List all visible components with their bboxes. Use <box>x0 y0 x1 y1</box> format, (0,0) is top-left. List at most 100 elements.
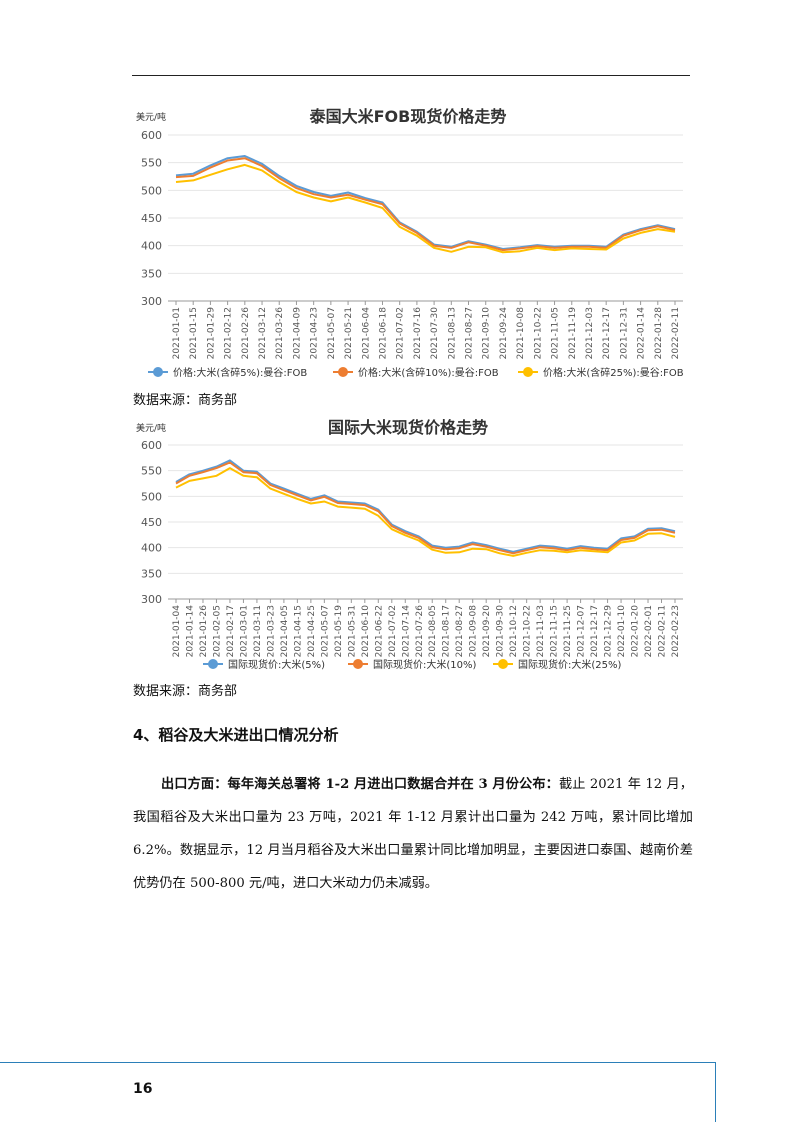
legend-item-2: 价格:大米(含碎10%):曼谷:FOB <box>333 366 499 379</box>
x-tick-label: 2021-11-19 <box>568 307 578 360</box>
legend-item-1: 国际现货价:大米(5%) <box>203 658 325 671</box>
x-tick-label: 2021-10-22 <box>533 307 543 359</box>
x-tick-label: 2021-08-27 <box>465 307 475 359</box>
x-tick-label: 2021-01-29 <box>206 307 216 360</box>
top-rule <box>132 75 690 76</box>
y-tick-label: 300 <box>141 593 162 606</box>
x-tick-label: 2021-01-01 <box>172 307 182 359</box>
legend-swatch-dot <box>498 659 508 669</box>
legend-swatch-dot <box>523 367 533 377</box>
x-tick-label: 2021-05-19 <box>334 605 344 658</box>
x-tick-label: 2021-07-16 <box>413 307 423 360</box>
series-line-1 <box>175 155 676 250</box>
legend-item-3: 国际现货价:大米(25%) <box>493 658 621 671</box>
x-tick-label: 2021-12-03 <box>585 307 595 359</box>
series-line-2 <box>175 157 676 252</box>
x-tick-label: 2021-05-07 <box>320 605 330 657</box>
x-tick-label: 2021-09-08 <box>469 605 479 658</box>
page-number: 16 <box>133 1081 153 1097</box>
y-tick-label: 350 <box>141 567 162 580</box>
legend-item-2: 国际现货价:大米(10%) <box>348 658 476 671</box>
x-tick-label: 2021-10-12 <box>509 605 519 657</box>
x-tick-label: 2022-01-28 <box>654 307 664 360</box>
legend-label: 国际现货价:大米(25%) <box>518 658 621 671</box>
x-tick-label: 2021-06-18 <box>378 307 388 360</box>
x-tick-label: 2021-01-04 <box>172 605 182 658</box>
x-tick-label: 2021-11-03 <box>536 605 546 657</box>
y-tick-label: 450 <box>141 516 162 529</box>
x-tick-label: 2021-01-14 <box>185 605 195 658</box>
source-note-1: 数据来源：商务部 <box>133 393 238 408</box>
chart-title: 国际大米现货价格走势 <box>328 418 488 437</box>
y-tick-label: 550 <box>141 157 162 170</box>
source-note-2: 数据来源：商务部 <box>133 684 238 699</box>
x-tick-label: 2021-04-15 <box>293 605 303 657</box>
series-line-3 <box>175 467 676 557</box>
chart-thailand-fob: 泰国大米FOB现货价格走势 美元/吨 300 350 400 450 500 550 600 20… <box>118 100 698 385</box>
x-tick-label: 2021-02-26 <box>241 307 251 360</box>
legend-label: 价格:大米(含碎5%):曼谷:FOB <box>173 366 307 379</box>
chart-thailand-fob-svg: 泰国大米FOB现货价格走势 美元/吨 300 350 400 450 500 550 600 20… <box>136 107 684 379</box>
y-tick-label: 550 <box>141 465 162 478</box>
series-line-1 <box>175 459 676 553</box>
x-tick-label: 2021-09-20 <box>482 605 492 658</box>
x-tick-label: 2021-11-25 <box>563 605 573 657</box>
y-tick-label: 350 <box>141 267 162 280</box>
x-tick-label: 2021-08-05 <box>428 605 438 657</box>
x-tick-label: 2021-04-09 <box>292 307 302 360</box>
y-tick-label: 600 <box>141 439 162 452</box>
legend-item-1: 价格:大米(含碎5%):曼谷:FOB <box>148 366 307 379</box>
x-tick-label: 2021-05-07 <box>327 307 337 359</box>
x-tick-label: 2022-02-11 <box>658 605 668 657</box>
chart-international-svg: 国际大米现货价格走势 美元/吨 300 350 400 450 500 550 600 2021-… <box>136 418 683 671</box>
series-line-2 <box>175 461 676 555</box>
x-tick-label: 2022-02-23 <box>671 605 681 657</box>
x-tick-label: 2022-02-11 <box>671 307 681 359</box>
x-tick-label: 2021-06-04 <box>361 307 371 360</box>
x-tick-label: 2022-01-14 <box>637 307 647 360</box>
legend-swatch-dot <box>338 367 348 377</box>
x-tick-label: 2021-07-14 <box>401 605 411 658</box>
y-tick-label: 450 <box>141 212 162 225</box>
x-tick-label: 2021-04-05 <box>280 605 290 657</box>
footer-rule-vertical <box>715 1062 716 1122</box>
export-paragraph: 出口方面：每年海关总署将 1-2 月进出口数据合并在 3 月份公布：截止 202… <box>133 768 693 900</box>
x-tick-label: 2021-05-31 <box>347 605 357 657</box>
x-tick-label: 2021-08-27 <box>455 605 465 657</box>
x-tick-label: 2021-05-21 <box>344 307 354 359</box>
x-tick-label: 2021-01-26 <box>199 605 209 658</box>
series-line-3 <box>175 163 676 254</box>
x-tick-label: 2021-02-17 <box>226 605 236 657</box>
x-tick-label: 2021-01-15 <box>189 307 199 359</box>
x-tick-label: 2021-06-10 <box>361 605 371 658</box>
footer-rule <box>0 1062 716 1063</box>
x-tick-label: 2021-08-17 <box>442 605 452 657</box>
x-tick-label: 2021-12-17 <box>602 307 612 359</box>
x-tick-label: 2021-03-26 <box>275 307 285 360</box>
x-tick-label: 2021-03-23 <box>266 605 276 657</box>
x-tick-label: 2021-09-24 <box>499 307 509 360</box>
y-tick-label: 400 <box>141 240 162 253</box>
x-tick-label: 2021-12-29 <box>604 605 614 658</box>
legend-item-3: 价格:大米(含碎25%):曼谷:FOB <box>518 366 684 379</box>
y-axis-unit-label: 美元/吨 <box>136 422 166 434</box>
x-tick-label: 2021-11-05 <box>551 307 561 359</box>
x-tick-label: 2021-09-30 <box>496 605 506 658</box>
x-tick-label: 2021-02-05 <box>212 605 222 657</box>
x-tick-label: 2021-04-25 <box>307 605 317 657</box>
x-tick-label: 2021-07-02 <box>388 605 398 657</box>
x-tick-label: 2021-03-12 <box>258 307 268 359</box>
x-tick-label: 2021-08-13 <box>447 307 457 359</box>
legend-label: 国际现货价:大米(5%) <box>228 658 325 671</box>
legend-swatch-dot <box>208 659 218 669</box>
y-tick-label: 400 <box>141 542 162 555</box>
legend-label: 价格:大米(含碎10%):曼谷:FOB <box>358 366 499 379</box>
x-tick-label: 2021-12-31 <box>619 307 629 359</box>
y-tick-label: 500 <box>141 184 162 197</box>
x-tick-label: 2021-07-30 <box>430 307 440 360</box>
y-tick-label: 600 <box>141 129 162 142</box>
y-tick-label: 300 <box>141 295 162 308</box>
x-tick-label: 2021-06-22 <box>374 605 384 657</box>
x-tick-label: 2021-07-02 <box>396 307 406 359</box>
chart-title: 泰国大米FOB现货价格走势 <box>309 107 507 126</box>
